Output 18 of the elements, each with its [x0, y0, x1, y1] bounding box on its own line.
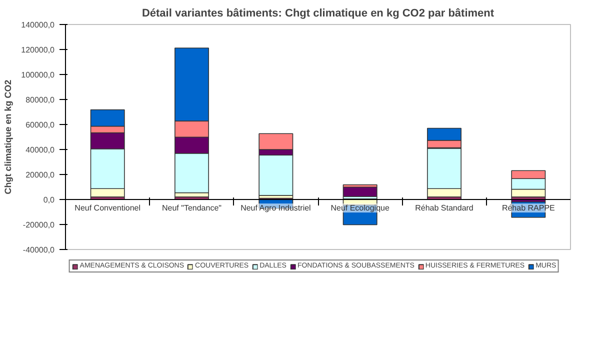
y-axis-title: Chgt climatique en kg CO2 [3, 80, 14, 194]
y-tick-label: 0,0 [43, 196, 56, 204]
chart-title: Détail variantes bâtiments: Chgt climatique en kg CO2 par bâtiment [142, 8, 494, 20]
y-tick-label: 80000,0 [26, 96, 56, 104]
y-tick-label: 100000,0 [21, 70, 56, 80]
x-tick-label: Réhab Standard [415, 204, 474, 212]
x-tick-label: Neuf Conventionel [74, 204, 141, 212]
y-tick-label: -20000,0 [22, 220, 56, 230]
y-tick-label: 140000,0 [21, 20, 56, 30]
y-tick-label: 20000,0 [26, 170, 56, 180]
y-tick-label: 60000,0 [26, 120, 56, 130]
y-tick-label: -40000,0 [22, 246, 56, 254]
x-tick-label: Réhab RAPPE [502, 204, 555, 212]
x-tick-label: Neuf Ecologique [330, 204, 390, 212]
x-tick-label: Neuf Agro Industriel [240, 204, 312, 212]
y-tick-label: 40000,0 [26, 146, 56, 154]
x-tick-label: Neuf "Tendance" [162, 204, 222, 212]
y-tick-label: 120000,0 [21, 46, 56, 54]
